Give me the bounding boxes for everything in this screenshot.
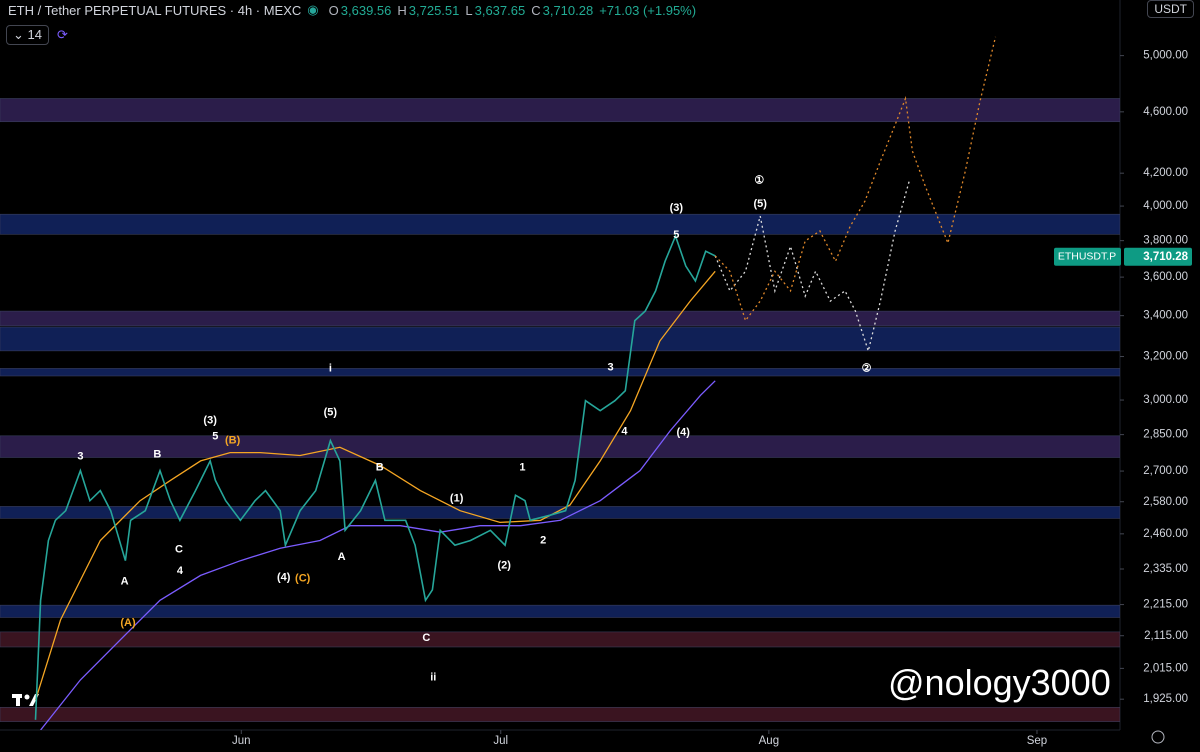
wave-label: (3)	[670, 202, 684, 214]
wave-label: ②	[862, 362, 872, 374]
y-tick-label: 2,015.00	[1143, 662, 1188, 674]
ohlc-key: O	[328, 2, 339, 18]
wave-label: (4)	[677, 427, 691, 439]
zone	[0, 310, 1120, 327]
ohlc-value: 3,637.65	[474, 2, 526, 18]
wave-label: (A)	[120, 617, 136, 629]
symbol[interactable]: ETH / Tether PERPETUAL FUTURES · 4h · ME…	[8, 2, 302, 18]
wave-label: C	[175, 543, 183, 555]
watermark: @nology3000	[888, 662, 1111, 703]
wave-label: 3	[77, 451, 83, 463]
x-tick-label: Jul	[493, 735, 508, 747]
indicator-icon[interactable]: ⟳	[56, 27, 68, 42]
wave-label: (4)	[277, 571, 291, 583]
symbol-tag-label: ETHUSDT.P	[1058, 251, 1116, 263]
symbol-tag	[1054, 247, 1121, 266]
ohlc-key: H	[397, 2, 407, 18]
wave-label: i	[329, 362, 332, 374]
wave-label: C	[422, 632, 430, 644]
currency[interactable]: USDT	[1147, 0, 1194, 18]
logo-part	[24, 694, 30, 700]
y-tick-label: 2,215.00	[1143, 599, 1188, 611]
wave-label: ii	[430, 672, 436, 684]
y-tick-label: 4,200.00	[1143, 167, 1188, 179]
zone	[0, 435, 1120, 458]
wave-label: 3	[608, 362, 614, 374]
wave-label: ①	[754, 174, 764, 186]
moving-average	[34, 270, 716, 701]
wave-label: A	[121, 576, 129, 588]
wave-label: A	[338, 551, 346, 563]
ohlc-value: 3,639.56	[340, 2, 392, 18]
y-tick-label: 3,800.00	[1143, 235, 1188, 247]
x-tick-label: Jun	[232, 735, 251, 747]
y-tick-label: 3,400.00	[1143, 310, 1188, 322]
wave-label: (5)	[753, 198, 767, 210]
ohlc-value: 3,710.28	[542, 2, 594, 18]
x-tick-label: Aug	[759, 735, 779, 747]
zone	[0, 368, 1120, 377]
plot-content: 3 B (3) 5 (B) (5) i B C 4 A (A) (4) (C) A Cii (1) 1 2 (2) 3 4…	[0, 36, 1120, 730]
y-tick-label: 2,700.00	[1143, 465, 1188, 477]
projection	[714, 36, 997, 322]
y-tick-label: 2,460.00	[1143, 528, 1188, 540]
y-tick-label: 1,925.00	[1143, 693, 1188, 705]
wave-label: 5	[673, 229, 679, 241]
price-tag	[1124, 247, 1192, 266]
wave-label: 4	[621, 426, 628, 438]
moving-average	[40, 380, 716, 730]
y-tick-label: 2,335.00	[1143, 563, 1188, 575]
zone	[0, 98, 1120, 123]
zone	[0, 326, 1120, 352]
status-dot: ◉	[307, 2, 319, 17]
price-line	[34, 233, 716, 720]
wave-label: (C)	[295, 573, 311, 585]
y-tick-label: 4,000.00	[1143, 200, 1188, 212]
wave-label: 4	[177, 565, 184, 577]
ohlc-key: C	[531, 2, 541, 18]
y-tick-label: 2,115.00	[1144, 630, 1188, 642]
y-tick-label: 4,600.00	[1143, 106, 1188, 118]
settings-icon[interactable]	[1151, 730, 1165, 744]
zone	[0, 706, 1120, 722]
logo-part	[16, 694, 20, 706]
wave-label: (2)	[497, 560, 511, 572]
wave-label: 1	[519, 461, 525, 473]
ohlc-value: 3,725.51	[408, 2, 460, 18]
y-tick-label: 3,200.00	[1143, 351, 1188, 363]
price-tag-label: 3,710.28	[1143, 251, 1188, 263]
zone	[0, 631, 1120, 648]
y-tick-label: 2,850.00	[1143, 429, 1188, 441]
ohlc: O 3,639.56 H 3,725.51 L 3,637.65 C 3,710.28	[325, 3, 594, 18]
y-tick-label: 3,600.00	[1143, 271, 1188, 283]
wave-label: (B)	[225, 434, 241, 446]
wave-label: (1)	[450, 493, 464, 505]
x-tick-label: Sep	[1027, 735, 1047, 747]
wave-label: (3)	[203, 414, 217, 426]
y-tick-label: 5,000.00	[1143, 50, 1188, 62]
zone	[0, 213, 1120, 235]
wave-label: 2	[540, 534, 546, 546]
indicator-row: ⌄ 14 ⟳	[6, 25, 68, 45]
ohlc-key: L	[465, 2, 473, 18]
wave-label: (5)	[324, 407, 338, 419]
indicator[interactable]: ⌄ 14	[6, 25, 49, 45]
header: ETH / Tether PERPETUAL FUTURES · 4h · ME…	[8, 0, 696, 20]
indicator-value: 14	[27, 27, 42, 42]
zone	[0, 604, 1120, 618]
wave-label: B	[376, 461, 384, 473]
y-tick-label: 2,580.00	[1143, 496, 1188, 508]
y-tick-label: 3,000.00	[1143, 394, 1188, 406]
wave-label: 5	[212, 430, 218, 442]
wave-label: B	[153, 449, 161, 461]
change: +71.03 (+1.95%)	[599, 2, 697, 18]
plot-area: 3 B (3) 5 (B) (5) i B C 4 A (A) (4) (C) A Cii (1) 1 2 (2) 3 4…	[0, 36, 1120, 730]
